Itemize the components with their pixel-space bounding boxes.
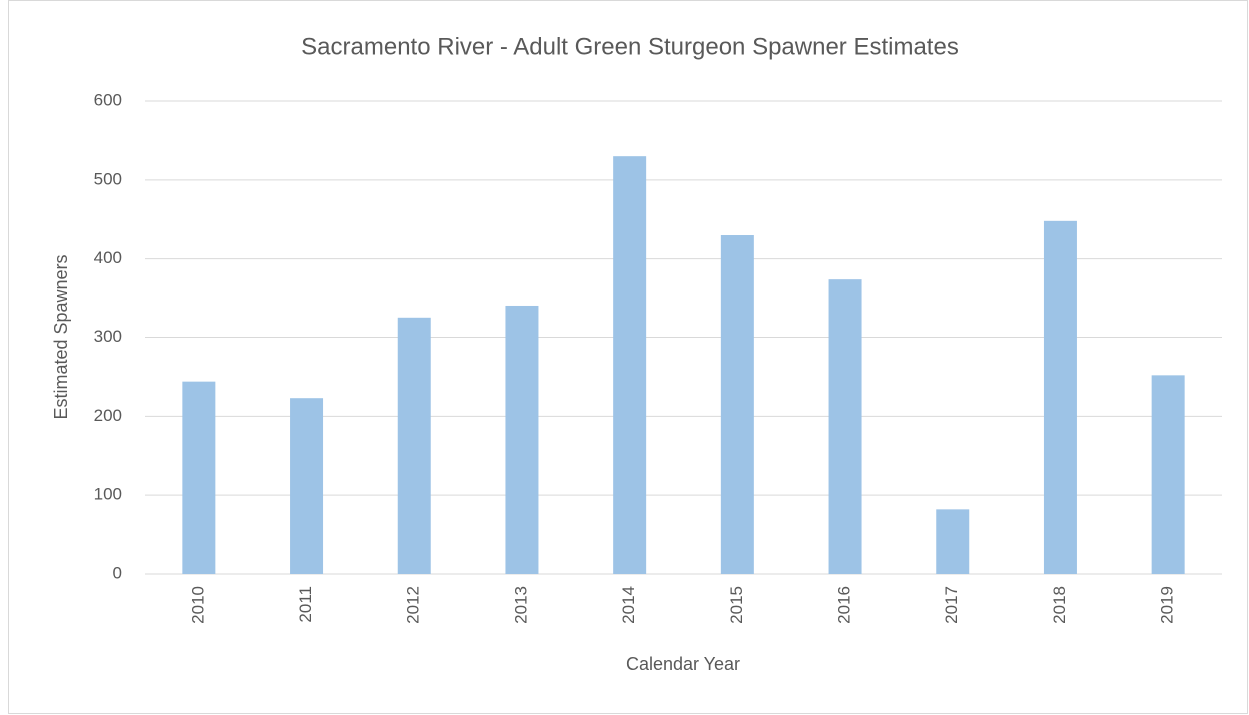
y-tick-label: 600 <box>94 90 122 109</box>
bar <box>505 305 539 574</box>
x-tick-label: 2017 <box>942 586 961 624</box>
x-tick-label: 2013 <box>511 586 530 624</box>
x-tick-label: 2015 <box>727 586 746 624</box>
bar <box>397 317 431 574</box>
x-tick-label: 2011 <box>296 586 315 623</box>
x-axis-title: Calendar Year <box>626 654 740 674</box>
y-tick-label: 500 <box>94 169 122 188</box>
x-tick-label: 2016 <box>835 586 854 624</box>
chart-title: Sacramento River - Adult Green Sturgeon … <box>301 33 959 60</box>
y-tick-label: 400 <box>94 248 122 267</box>
y-tick-label: 0 <box>113 563 122 582</box>
x-tick-label: 2018 <box>1050 586 1069 624</box>
x-tick-label: 2019 <box>1158 586 1177 624</box>
x-tick-label: 2012 <box>404 586 423 624</box>
bar <box>936 509 970 574</box>
bar <box>1043 220 1077 574</box>
y-axis-title: Estimated Spawners <box>51 254 71 419</box>
bar <box>720 235 754 574</box>
y-tick-label: 100 <box>94 485 122 504</box>
x-tick-label: 2014 <box>619 586 638 624</box>
bar <box>1151 375 1185 574</box>
y-tick-label: 200 <box>94 406 122 425</box>
bar <box>290 398 324 574</box>
bar <box>828 279 862 574</box>
y-tick-label: 300 <box>94 327 122 346</box>
bar <box>182 381 216 574</box>
bar <box>613 156 647 574</box>
x-tick-label: 2010 <box>188 586 207 624</box>
